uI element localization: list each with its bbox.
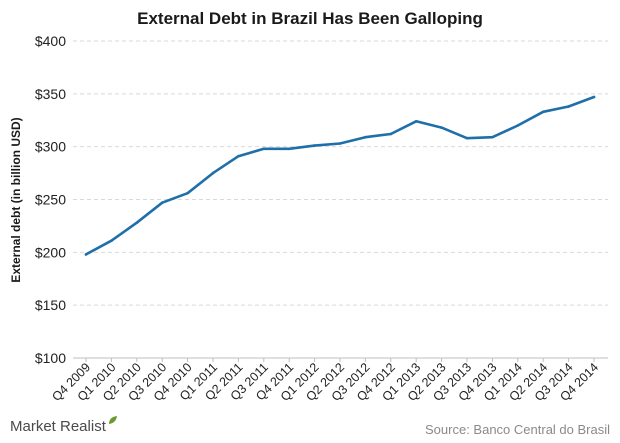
data-point [338, 142, 342, 145]
data-point [186, 191, 189, 195]
y-axis-label: External debt (in billion USD) [9, 117, 23, 282]
data-point [414, 120, 418, 123]
series-line [84, 95, 596, 256]
series-layer [84, 95, 596, 256]
data-point [516, 124, 520, 127]
data-point [389, 132, 393, 136]
data-point [440, 126, 443, 129]
leaf-icon [108, 412, 118, 429]
data-point [262, 147, 266, 151]
chart-title: External Debt in Brazil Has Been Gallopi… [137, 9, 483, 28]
y-tick-label: $400 [35, 33, 66, 49]
data-point [567, 105, 570, 108]
brand-name: Market Realist [10, 418, 106, 435]
y-tick-label: $200 [35, 244, 66, 260]
y-tick-label: $250 [35, 192, 66, 208]
data-point [110, 239, 113, 243]
data-point [287, 147, 291, 151]
data-point [211, 171, 215, 175]
x-axis [73, 357, 608, 362]
brand-logo: Market Realist [10, 416, 118, 435]
data-point [237, 154, 240, 158]
data-point [592, 95, 596, 99]
data-point [541, 110, 545, 114]
y-axis-ticks: $100 $150 $200 $250 $300 $350 $400 [35, 33, 66, 366]
data-point [364, 135, 367, 139]
data-point [491, 135, 494, 139]
y-tick-label: $100 [35, 350, 66, 366]
y-tick-label: $350 [35, 86, 66, 102]
y-tick-label: $300 [35, 139, 66, 155]
data-point [135, 221, 139, 225]
y-tick-label: $150 [35, 297, 66, 313]
data-point [313, 144, 316, 147]
data-point [465, 136, 469, 140]
data-point [84, 253, 88, 256]
data-point [160, 201, 164, 204]
source-note: Source: Banco Central do Brasil [425, 422, 610, 437]
gridlines [73, 40, 608, 306]
